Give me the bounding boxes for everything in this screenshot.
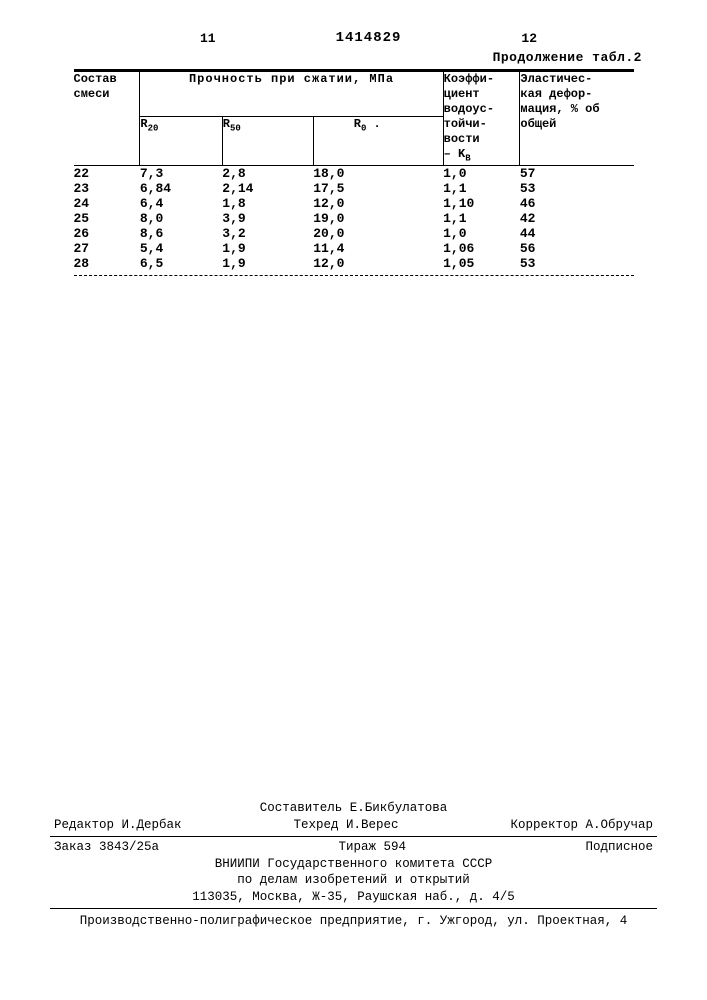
subscription: Подписное (585, 839, 653, 856)
cell-n: 23 (74, 181, 140, 196)
cell-n: 27 (74, 241, 140, 256)
cell-kb: 1,06 (443, 241, 520, 256)
cell-kb: 1,0 (443, 226, 520, 241)
cell-r50: 3,9 (222, 211, 313, 226)
cell-r20: 6,5 (140, 256, 222, 271)
rule (50, 836, 657, 837)
cell-r50: 1,9 (222, 241, 313, 256)
rule (50, 908, 657, 909)
cell-r0: 12,0 (313, 256, 443, 271)
header-pagination: 11 1414829 12 (200, 30, 537, 46)
cell-e: 53 (520, 256, 634, 271)
cell-e: 57 (520, 166, 634, 181)
cell-r0: 12,0 (313, 196, 443, 211)
cell-n: 28 (74, 256, 140, 271)
col-header-strength-group: Прочность при сжатии, МПа (140, 72, 443, 117)
table-row: 28 6,5 1,9 12,0 1,05 53 (74, 256, 634, 271)
cell-r20: 8,0 (140, 211, 222, 226)
cell-kb: 1,0 (443, 166, 520, 181)
page-left-num: 11 (200, 31, 216, 46)
cell-e: 46 (520, 196, 634, 211)
cell-r20: 6,84 (140, 181, 222, 196)
table-header-row: Состав смеси Прочность при сжатии, МПа К… (74, 72, 634, 117)
order: Заказ 3843/25а (54, 839, 159, 856)
cell-r0: 18,0 (313, 166, 443, 181)
cell-kb: 1,10 (443, 196, 520, 211)
col-header-r20: R20 (140, 116, 222, 165)
credits-line: Редактор И.Дербак Техред И.Верес Коррект… (50, 817, 657, 834)
cell-e: 56 (520, 241, 634, 256)
corrector: Корректор А.Обручар (510, 817, 653, 834)
cell-r0: 19,0 (313, 211, 443, 226)
cell-r50: 2,8 (222, 166, 313, 181)
compiler-line: Составитель Е.Бикбулатова (50, 800, 657, 817)
cell-r20: 7,3 (140, 166, 222, 181)
cell-n: 22 (74, 166, 140, 181)
page-right-num: 12 (521, 31, 537, 46)
org-address: 113035, Москва, Ж-35, Раушская наб., д. … (50, 889, 657, 906)
cell-r20: 8,6 (140, 226, 222, 241)
cell-r50: 1,9 (222, 256, 313, 271)
imprint-block: Составитель Е.Бикбулатова Редактор И.Дер… (50, 800, 657, 930)
tirazh: Тираж 594 (338, 839, 406, 856)
col-header-mix: Состав смеси (74, 72, 140, 166)
editor: Редактор И.Дербак (54, 817, 182, 834)
table-row: 26 8,6 3,2 20,0 1,0 44 (74, 226, 634, 241)
cell-n: 25 (74, 211, 140, 226)
patent-number: 1414829 (336, 30, 402, 46)
cell-r50: 1,8 (222, 196, 313, 211)
cell-e: 53 (520, 181, 634, 196)
org-line-1: ВНИИПИ Государственного комитета СССР (50, 856, 657, 873)
cell-r0: 17,5 (313, 181, 443, 196)
techred: Техред И.Верес (293, 817, 398, 834)
cell-r0: 11,4 (313, 241, 443, 256)
cell-kb: 1,1 (443, 181, 520, 196)
cell-r20: 5,4 (140, 241, 222, 256)
cell-r50: 2,14 (222, 181, 313, 196)
printer-line: Производственно-полиграфическое предприя… (50, 911, 657, 930)
cell-kb: 1,1 (443, 211, 520, 226)
org-line-2: по делам изобретений и открытий (50, 872, 657, 889)
col-header-elastic: Эластичес- кая дефор- мация, % об общей (520, 72, 634, 166)
col-header-r0: R0 . (313, 116, 443, 165)
data-table: Состав смеси Прочность при сжатии, МПа К… (74, 69, 634, 271)
cell-kb: 1,05 (443, 256, 520, 271)
cell-e: 42 (520, 211, 634, 226)
col-header-r50: R50 (222, 116, 313, 165)
cell-r50: 3,2 (222, 226, 313, 241)
cell-n: 26 (74, 226, 140, 241)
table-row: 25 8,0 3,9 19,0 1,1 42 (74, 211, 634, 226)
cell-r0: 20,0 (313, 226, 443, 241)
table-row: 23 6,84 2,14 17,5 1,1 53 (74, 181, 634, 196)
table-row: 27 5,4 1,9 11,4 1,06 56 (74, 241, 634, 256)
col-header-kb: Коэффи- циент водоус- тойчи- вости – KВ (443, 72, 520, 166)
cell-n: 24 (74, 196, 140, 211)
table-continuation-label: Продолжение табл.2 (50, 50, 642, 65)
table-end-rule (74, 275, 634, 276)
table-row: 24 6,4 1,8 12,0 1,10 46 (74, 196, 634, 211)
cell-r20: 6,4 (140, 196, 222, 211)
cell-e: 44 (520, 226, 634, 241)
order-line: Заказ 3843/25а Тираж 594 Подписное (50, 839, 657, 856)
table-row: 22 7,3 2,8 18,0 1,0 57 (74, 166, 634, 181)
